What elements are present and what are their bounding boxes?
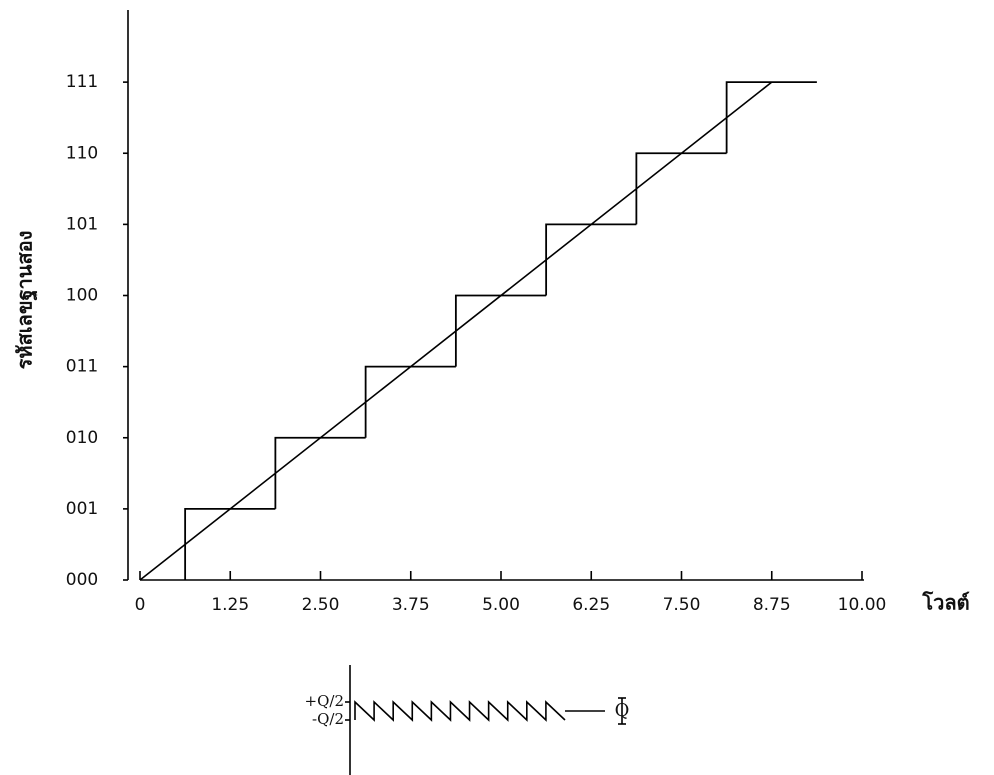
x-tick-label: 10.00 [838, 595, 887, 615]
step [366, 367, 456, 438]
x-tick-label: 1.25 [211, 595, 249, 615]
y-tick-label: 100 [66, 286, 98, 306]
y-tick-label: 000 [66, 570, 98, 590]
x-tick-label: 0 [135, 595, 146, 615]
y-tick-label: 111 [66, 72, 98, 92]
x-tick-label: 2.50 [302, 595, 340, 615]
step [636, 153, 726, 224]
x-tick-label: 6.25 [572, 595, 610, 615]
step [185, 509, 275, 580]
step [275, 438, 365, 509]
x-axis-label: โวลต์ [921, 591, 969, 615]
chart: โวลต์ รหัสเลขฐานสอง Q 0 1.25 2.50 3.75 5.00 6… [0, 0, 994, 775]
x-tick-label: 8.75 [753, 595, 791, 615]
x-tick-label: 3.75 [392, 595, 430, 615]
y-tick-label: 101 [66, 214, 98, 234]
y-tick-label: 010 [66, 428, 98, 448]
step [727, 82, 817, 153]
line [140, 82, 772, 580]
y-tick-label: 001 [66, 499, 98, 519]
y-tick-label: +Q/2 [305, 692, 344, 710]
y-axis-label: รหัสเลขฐานสอง [13, 231, 39, 370]
step [456, 296, 546, 367]
line [355, 702, 565, 720]
x-tick-label: 7.50 [663, 595, 701, 615]
y-tick-label: 110 [66, 143, 98, 163]
step [546, 224, 636, 295]
x-tick-label: 5.00 [482, 595, 520, 615]
annotation: Q [615, 700, 630, 721]
y-tick-label: 011 [66, 357, 98, 377]
y-tick-label: -Q/2 [312, 710, 344, 728]
